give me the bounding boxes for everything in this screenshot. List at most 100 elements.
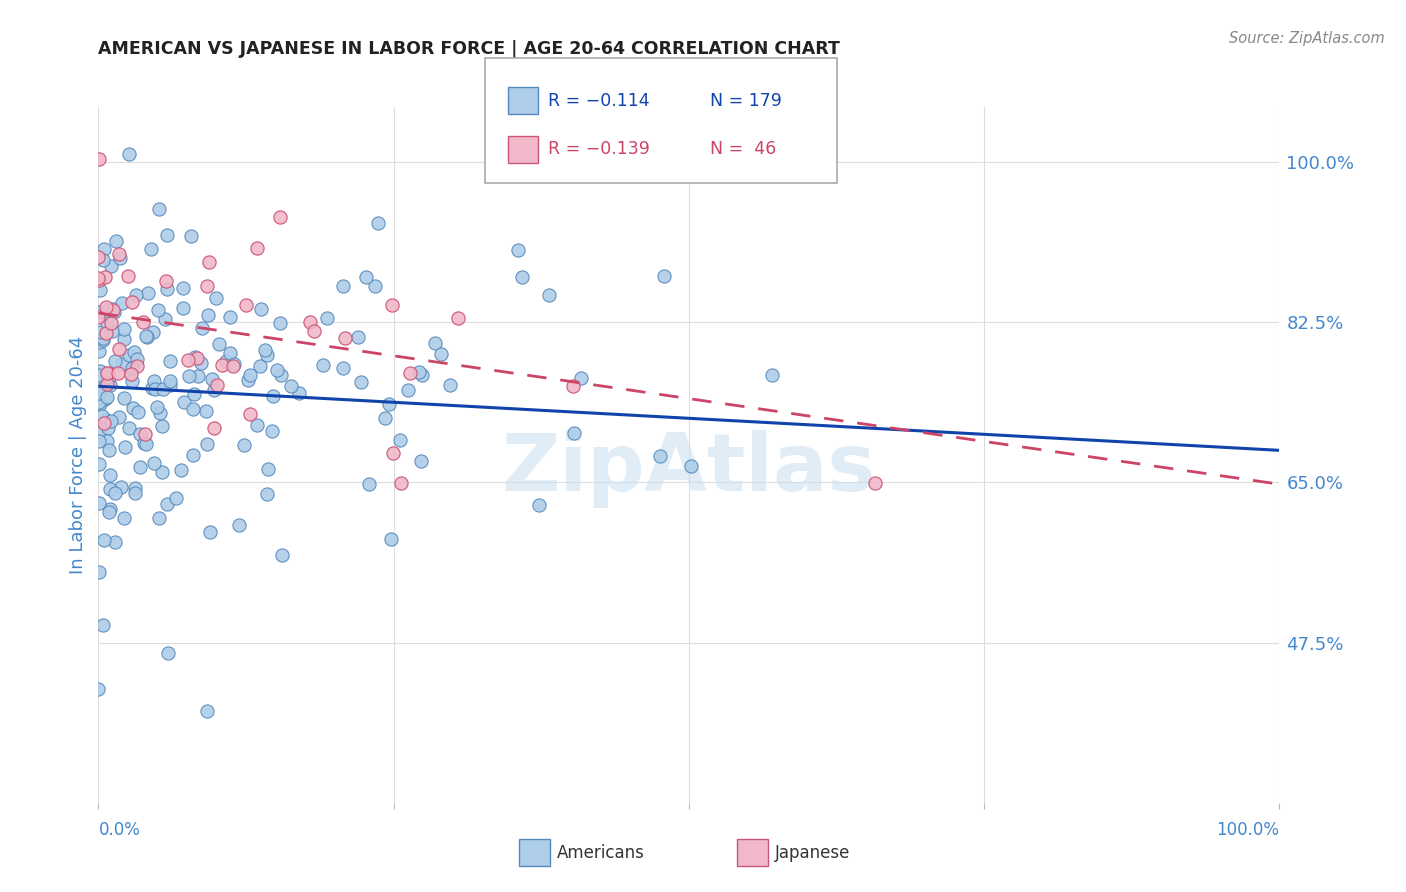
Point xyxy=(239,368,262,382)
Point xyxy=(183,387,205,401)
Point xyxy=(332,279,354,293)
Point xyxy=(155,274,177,288)
Point xyxy=(111,358,134,372)
Point xyxy=(155,312,177,326)
Point xyxy=(266,363,288,377)
Point xyxy=(184,351,207,365)
Point xyxy=(205,378,228,392)
Point xyxy=(135,437,157,451)
Point xyxy=(250,301,273,316)
Point xyxy=(135,329,157,343)
Point xyxy=(201,372,224,386)
Y-axis label: In Labor Force | Age 20-64: In Labor Force | Age 20-64 xyxy=(69,335,87,574)
Point xyxy=(124,481,146,495)
Point xyxy=(87,385,110,400)
Point xyxy=(195,705,218,719)
Point xyxy=(89,385,111,400)
Point xyxy=(423,335,446,350)
Point xyxy=(332,361,354,376)
Text: Japanese: Japanese xyxy=(775,844,851,862)
Point xyxy=(143,382,166,396)
Point xyxy=(562,379,585,393)
Point xyxy=(93,416,115,430)
Point xyxy=(172,281,194,295)
Point xyxy=(357,476,380,491)
Point xyxy=(181,448,204,462)
Point xyxy=(246,241,269,255)
Point xyxy=(96,377,118,392)
Point xyxy=(141,242,163,256)
Point xyxy=(87,305,110,319)
Point xyxy=(411,368,433,382)
Point xyxy=(262,425,284,439)
Point xyxy=(537,288,560,302)
Point xyxy=(87,271,110,285)
Point xyxy=(408,365,430,379)
Point xyxy=(257,461,280,475)
Text: N = 179: N = 179 xyxy=(710,92,782,110)
Point xyxy=(108,251,131,265)
Point xyxy=(280,379,302,393)
Point xyxy=(197,308,219,322)
Point xyxy=(98,467,121,482)
Text: Americans: Americans xyxy=(557,844,645,862)
Point xyxy=(97,421,120,435)
Point xyxy=(96,326,118,340)
Point xyxy=(87,425,110,439)
Point xyxy=(96,413,118,427)
Point xyxy=(118,421,141,435)
Point xyxy=(87,310,110,324)
Point xyxy=(100,259,122,273)
Point xyxy=(302,324,325,338)
Point xyxy=(650,450,672,464)
Point xyxy=(312,359,335,373)
Point xyxy=(112,510,135,524)
Point xyxy=(98,301,121,316)
Point xyxy=(510,269,533,284)
Point xyxy=(89,364,111,378)
Point xyxy=(218,310,240,324)
Point xyxy=(112,322,135,336)
Point xyxy=(236,373,259,387)
Point xyxy=(96,366,118,380)
Point xyxy=(156,282,179,296)
Point xyxy=(136,330,159,344)
Point xyxy=(235,298,257,312)
Point xyxy=(112,391,135,405)
Point xyxy=(377,397,399,411)
Point xyxy=(198,524,221,539)
Point xyxy=(381,298,404,312)
Text: R = −0.114: R = −0.114 xyxy=(548,92,650,110)
Point xyxy=(98,482,121,496)
Point xyxy=(91,252,114,267)
Point xyxy=(89,283,111,297)
Point xyxy=(172,301,194,315)
Point xyxy=(439,378,461,392)
Point xyxy=(124,486,146,500)
Point xyxy=(142,457,165,471)
Point xyxy=(96,390,118,404)
Point xyxy=(159,377,181,392)
Point xyxy=(121,361,143,376)
Point xyxy=(246,417,269,432)
Point xyxy=(388,434,411,448)
Point xyxy=(91,409,114,423)
Point xyxy=(142,375,165,389)
Point xyxy=(270,368,292,382)
Point xyxy=(180,228,202,243)
Point xyxy=(114,440,136,454)
Point xyxy=(122,345,145,359)
Point xyxy=(121,374,143,388)
Point xyxy=(91,333,114,347)
Point xyxy=(149,406,172,420)
Point xyxy=(108,247,131,261)
Point xyxy=(117,268,139,283)
Point xyxy=(118,146,141,161)
Point xyxy=(152,382,174,396)
Point xyxy=(569,371,592,385)
Point xyxy=(121,295,143,310)
Point xyxy=(222,357,245,371)
Point xyxy=(298,315,321,329)
Point xyxy=(125,359,148,373)
Point xyxy=(134,427,156,442)
